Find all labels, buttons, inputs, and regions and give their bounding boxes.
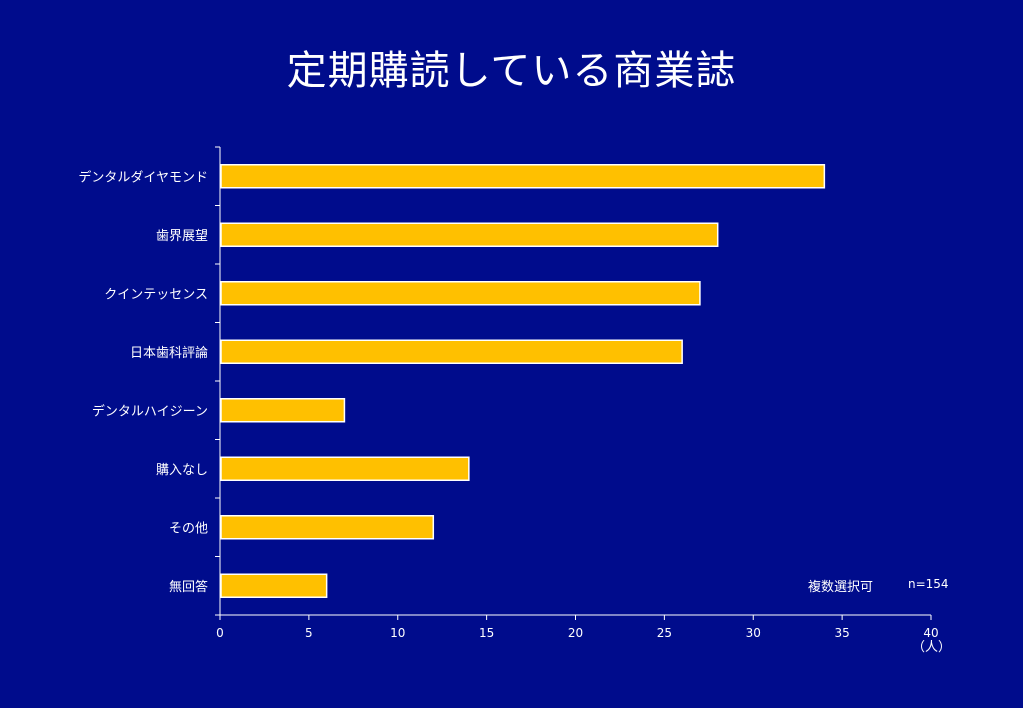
category-label: デンタルダイヤモンド xyxy=(78,169,208,185)
category-label: 歯界展望 xyxy=(156,228,208,244)
bar xyxy=(220,398,346,423)
category-label: その他 xyxy=(169,521,208,536)
category-label: クインテッセンス xyxy=(104,287,208,302)
chart-title: 定期購読している商業誌 xyxy=(286,48,737,94)
bar xyxy=(220,281,701,306)
bar xyxy=(220,573,328,598)
category-label: 無回答 xyxy=(169,579,208,595)
multiple-choice-note: 複数選択可 xyxy=(808,580,874,595)
x-tick-label: 35 xyxy=(834,626,849,640)
bar xyxy=(220,515,435,540)
x-tick-label: 10 xyxy=(390,626,405,640)
x-tick-label: 20 xyxy=(568,626,583,640)
category-label: 購入なし xyxy=(156,463,208,478)
bar xyxy=(220,339,683,364)
category-label: 日本歯科評論 xyxy=(130,345,208,361)
x-tick-label: 40 xyxy=(923,626,938,640)
bar xyxy=(220,222,719,247)
x-tick-label: 30 xyxy=(746,626,761,640)
x-tick-label: 15 xyxy=(479,626,494,640)
bar xyxy=(220,164,826,189)
category-label: デンタルハイジーン xyxy=(92,403,208,419)
bar xyxy=(220,456,470,481)
x-axis-unit-label: （人） xyxy=(912,640,952,655)
x-tick-label: 5 xyxy=(305,626,313,640)
x-tick-label: 0 xyxy=(216,626,224,640)
sample-size-note: n=154 xyxy=(908,577,949,591)
x-tick-label: 25 xyxy=(657,626,672,640)
